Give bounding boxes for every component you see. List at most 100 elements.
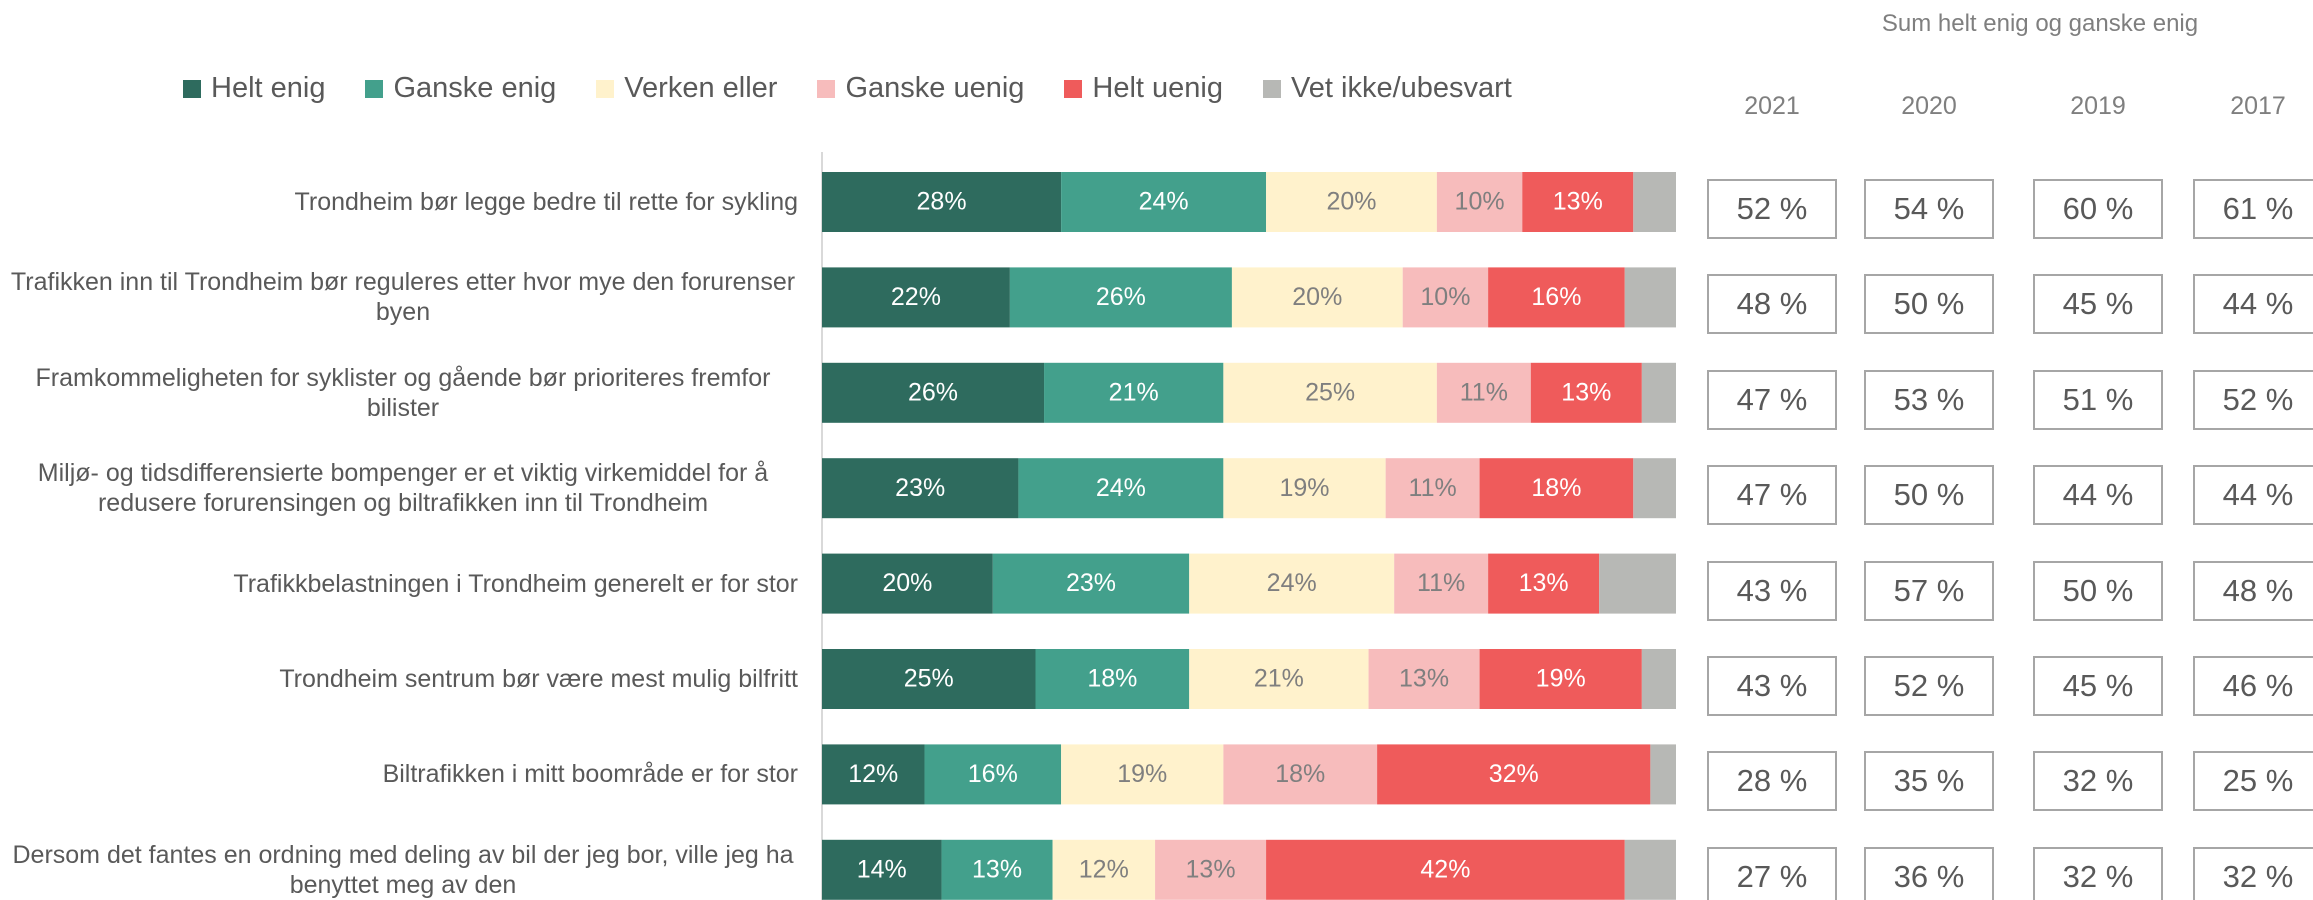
bar-segment: [1223, 458, 1386, 519]
data-label: 16%: [968, 760, 1018, 788]
table-cell: 48 %: [2193, 560, 2313, 621]
table-cell: 53 %: [1864, 369, 1994, 430]
data-label: 12%: [848, 760, 898, 788]
legend-swatch: [817, 79, 836, 98]
bar-segment: [1189, 553, 1395, 614]
table-cell: 50 %: [1864, 274, 1994, 335]
bar-segment: [822, 172, 1062, 232]
bar-segment: [1650, 744, 1676, 805]
category-label: Trafikken inn til Trondheim bør regulere…: [8, 257, 798, 337]
data-label: 13%: [1561, 378, 1611, 406]
bar-segment: [1641, 649, 1676, 709]
data-label: 21%: [1254, 665, 1304, 693]
data-label: 42%: [1420, 855, 1470, 883]
data-label: 23%: [1066, 569, 1116, 597]
table-cell: 57 %: [1864, 560, 1994, 621]
category-label: Miljø- og tidsdifferensierte bompenger e…: [8, 448, 798, 528]
table-cell: 32 %: [2033, 846, 2163, 900]
bar-segment: [1479, 458, 1634, 519]
data-label: 18%: [1087, 665, 1137, 693]
bar-segment: [1061, 744, 1224, 805]
legend-label: Ganske enig: [393, 72, 557, 104]
bar-segment: [822, 744, 925, 805]
category-label: Trondheim bør legge bedre til rette for …: [8, 162, 798, 242]
bar-segment: [1633, 172, 1676, 232]
data-label: 19%: [1279, 474, 1329, 502]
data-label: 18%: [1531, 474, 1581, 502]
legend-item: Ganske enig: [365, 72, 556, 105]
bar-segment: [1479, 649, 1642, 709]
bar-segment: [1394, 553, 1489, 614]
legend-label: Vet ikke/ubesvart: [1291, 72, 1512, 104]
table-cell: 50 %: [1864, 465, 1994, 526]
legend-item: Vet ikke/ubesvart: [1263, 72, 1512, 105]
table-cell: 36 %: [1864, 846, 1994, 900]
bar-segment: [822, 267, 1010, 328]
table-column-header: 2020: [1901, 92, 1957, 120]
category-label: Framkommeligheten for syklister og gåend…: [8, 353, 798, 433]
bar-segment: [1522, 172, 1634, 232]
table-cell: 44 %: [2033, 465, 2163, 526]
data-label: 18%: [1275, 760, 1325, 788]
data-label: 24%: [1096, 474, 1146, 502]
data-label: 20%: [882, 569, 932, 597]
category-label: Trondheim sentrum bør være mest mulig bi…: [8, 639, 798, 719]
data-label: 20%: [1292, 283, 1342, 311]
bar-segment: [1266, 839, 1625, 900]
category-label: Trafikkbelastningen i Trondheim generelt…: [8, 544, 798, 624]
data-label: 11%: [1417, 569, 1465, 597]
category-text: Trondheim bør legge bedre til rette for …: [294, 188, 798, 216]
bar-segment: [822, 362, 1045, 423]
category-text: Biltrafikken i mitt boområde er for stor: [382, 760, 798, 789]
table-cell: 50 %: [2033, 560, 2163, 621]
table-column-header: 2019: [2070, 92, 2126, 120]
bar-segment: [822, 553, 993, 614]
bar-segment: [924, 744, 1062, 805]
bar-segment: [1599, 553, 1676, 614]
bar-segment: [1530, 362, 1642, 423]
legend-swatch: [1263, 79, 1282, 98]
bar-segment: [1018, 458, 1224, 519]
bar-segment: [1624, 839, 1676, 900]
data-label: 24%: [1267, 569, 1317, 597]
data-label: 16%: [1531, 283, 1581, 311]
table-cell: 32 %: [2193, 846, 2313, 900]
data-label: 13%: [972, 855, 1022, 883]
table-cell: 43 %: [1707, 656, 1837, 716]
bar-segment: [1385, 458, 1480, 519]
legend-swatch: [596, 79, 615, 98]
bar-segment: [1061, 172, 1267, 232]
bar-segment: [1223, 362, 1437, 423]
table-cell: 52 %: [1864, 656, 1994, 716]
data-label: 28%: [917, 188, 967, 216]
data-label: 11%: [1460, 378, 1508, 406]
bar-segment: [1044, 362, 1224, 423]
table-cell: 52 %: [2193, 369, 2313, 430]
bar-segment: [992, 553, 1190, 614]
bar-segment: [1009, 267, 1232, 328]
bar-segment: [1155, 839, 1267, 900]
bar-segment: [1231, 267, 1403, 328]
table-column-header: 2021: [1744, 92, 1800, 120]
data-label: 11%: [1409, 474, 1457, 502]
table-cell: 28 %: [1707, 751, 1837, 812]
legend-label: Ganske uenig: [845, 72, 1025, 104]
data-label: 26%: [908, 378, 958, 406]
table-cell: 32 %: [2033, 751, 2163, 812]
bar-segment: [1633, 458, 1676, 519]
table-cell: 51 %: [2033, 369, 2163, 430]
legend-item: Ganske uenig: [817, 72, 1024, 105]
bar-segment: [1436, 172, 1523, 232]
table-cell: 48 %: [1707, 274, 1837, 335]
data-label: 21%: [1109, 378, 1159, 406]
table-cell: 35 %: [1864, 751, 1994, 812]
data-label: 22%: [891, 283, 941, 311]
category-label: Biltrafikken i mitt boområde er for stor: [8, 734, 798, 814]
legend-label: Verken eller: [624, 72, 778, 104]
legend-item: Helt uenig: [1064, 72, 1223, 105]
legend-label: Helt uenig: [1092, 72, 1224, 104]
legend-label: Helt enig: [211, 72, 326, 104]
data-label: 19%: [1117, 760, 1167, 788]
data-label: 13%: [1186, 855, 1236, 883]
